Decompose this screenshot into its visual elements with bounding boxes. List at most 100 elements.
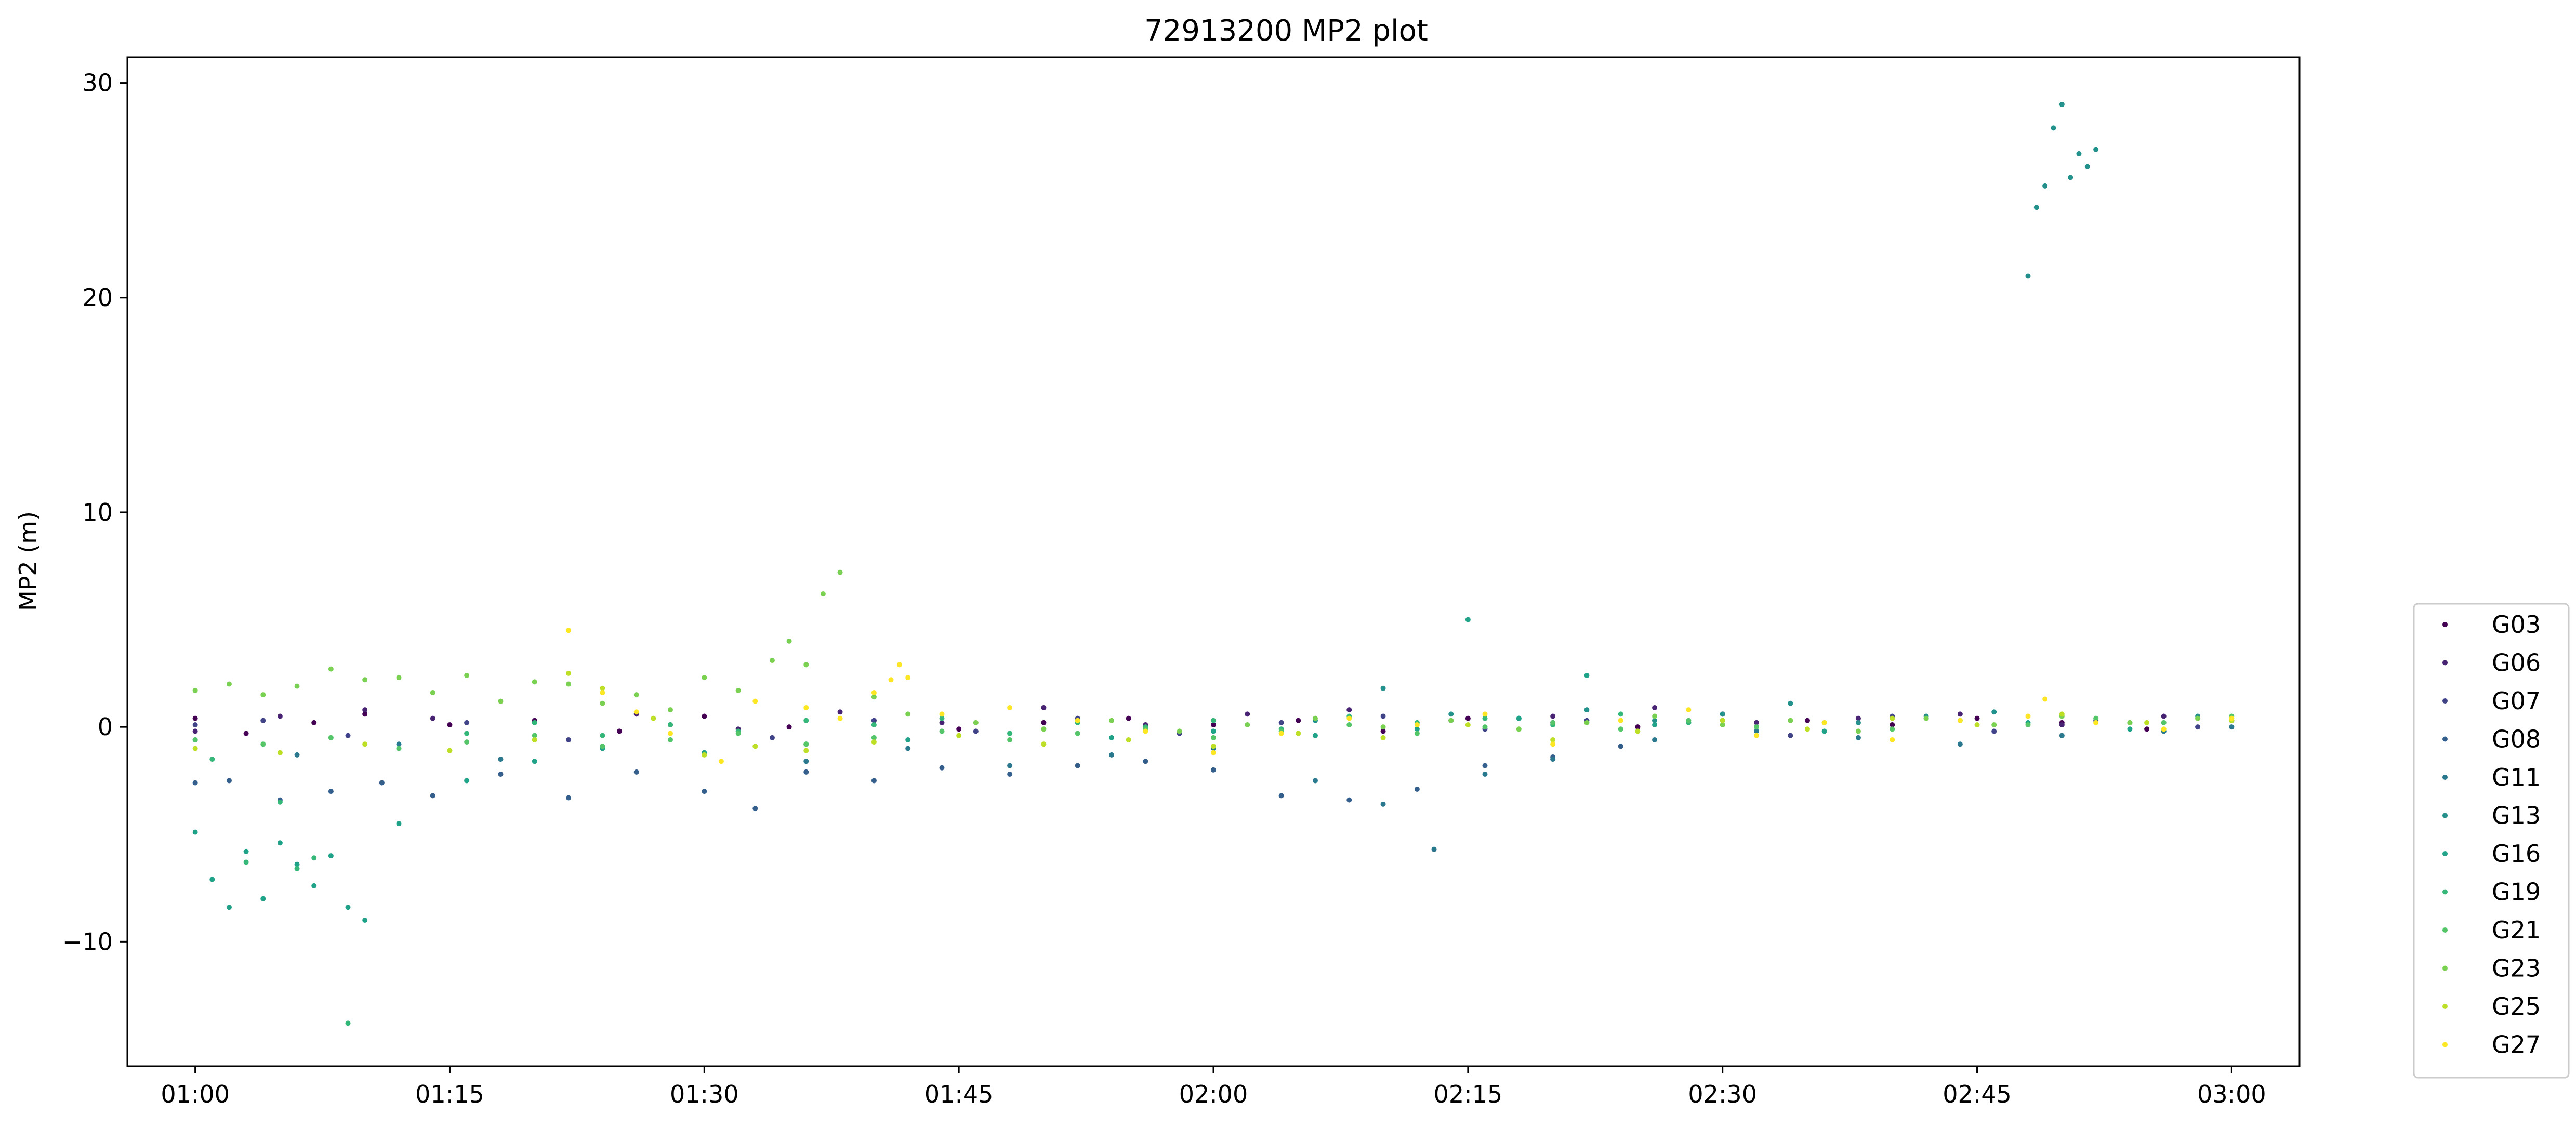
data-point: [803, 705, 809, 710]
data-point: [1380, 685, 1386, 691]
data-point: [1991, 722, 1997, 728]
data-point: [311, 855, 317, 861]
legend-marker: [2442, 889, 2448, 895]
legend-label: G11: [2492, 763, 2541, 791]
data-point: [2042, 696, 2048, 702]
data-point: [464, 720, 470, 725]
data-point: [1516, 715, 1522, 721]
legend-marker: [2442, 775, 2448, 780]
legend-marker: [2442, 1004, 2448, 1009]
data-point: [1109, 735, 1115, 740]
data-point: [464, 731, 470, 736]
legend-marker: [2442, 622, 2448, 627]
data-point: [1855, 715, 1861, 721]
data-point: [464, 739, 470, 745]
legend-label: G27: [2492, 1031, 2541, 1059]
data-point: [2195, 724, 2201, 730]
data-point: [2059, 733, 2065, 738]
data-point: [1075, 763, 1080, 768]
data-point: [1720, 711, 1725, 717]
data-point: [939, 711, 945, 717]
data-point: [1991, 709, 1997, 715]
data-point: [294, 683, 300, 689]
data-point: [1380, 724, 1386, 730]
data-point: [2025, 273, 2031, 279]
data-point: [735, 687, 741, 693]
data-point: [956, 726, 962, 732]
data-point: [633, 709, 639, 715]
data-point: [311, 883, 317, 888]
data-point: [396, 821, 402, 827]
data-point: [243, 859, 249, 865]
data-point: [820, 591, 826, 596]
data-point: [1821, 720, 1827, 725]
data-point: [752, 698, 758, 704]
data-point: [973, 728, 979, 734]
data-point: [651, 715, 656, 721]
data-point: [871, 694, 877, 700]
legend-marker: [2442, 698, 2448, 704]
data-point: [532, 679, 537, 685]
data-point: [362, 711, 368, 717]
data-point: [1296, 731, 1301, 736]
data-point: [1007, 772, 1013, 777]
data-point: [396, 746, 402, 751]
data-point: [1957, 711, 1963, 717]
data-point: [1278, 793, 1284, 799]
data-point: [1584, 707, 1590, 713]
data-point: [328, 789, 334, 794]
data-point: [2059, 101, 2065, 107]
data-point: [2161, 726, 2167, 732]
legend-label: G21: [2492, 916, 2541, 944]
data-point: [1618, 744, 1623, 749]
data-point: [498, 698, 504, 704]
legend-marker: [2442, 736, 2448, 742]
data-point: [1652, 737, 1658, 742]
data-point: [1177, 728, 1182, 734]
data-point: [600, 733, 605, 738]
data-point: [328, 735, 334, 740]
data-point: [362, 707, 368, 713]
legend-marker: [2442, 965, 2448, 971]
data-point: [1890, 722, 1895, 728]
data-point: [718, 759, 724, 764]
data-point: [1991, 728, 1997, 734]
data-point: [532, 737, 537, 742]
data-point: [871, 722, 877, 728]
data-point: [1211, 722, 1216, 728]
x-tick-label: 01:30: [670, 1080, 739, 1108]
data-point: [905, 746, 911, 751]
data-point: [668, 722, 673, 728]
data-point: [1550, 757, 1556, 762]
data-point: [1414, 722, 1420, 728]
data-point: [294, 861, 300, 867]
data-point: [1109, 752, 1115, 758]
legend-label: G06: [2492, 649, 2541, 677]
data-point: [973, 720, 979, 725]
data-point: [1482, 724, 1488, 730]
x-tick-label: 01:15: [415, 1080, 484, 1108]
data-point: [1855, 735, 1861, 740]
data-point: [1754, 728, 1759, 734]
data-point: [1890, 726, 1895, 732]
data-point: [1465, 722, 1471, 728]
data-point: [1482, 772, 1488, 777]
data-point: [379, 780, 385, 786]
data-point: [2144, 726, 2150, 732]
data-point: [209, 877, 215, 882]
data-point: [1346, 707, 1352, 713]
data-point: [1312, 715, 1318, 721]
data-point: [837, 715, 843, 721]
data-point: [1211, 744, 1216, 749]
data-point: [735, 731, 741, 736]
data-point: [2161, 713, 2167, 719]
data-point: [1652, 722, 1658, 728]
data-point: [1414, 731, 1420, 736]
data-point: [1635, 728, 1641, 734]
data-point: [633, 769, 639, 775]
data-point: [566, 670, 572, 676]
data-point: [396, 741, 402, 747]
data-point: [752, 744, 758, 749]
data-point: [277, 713, 283, 719]
legend-marker: [2442, 813, 2448, 818]
